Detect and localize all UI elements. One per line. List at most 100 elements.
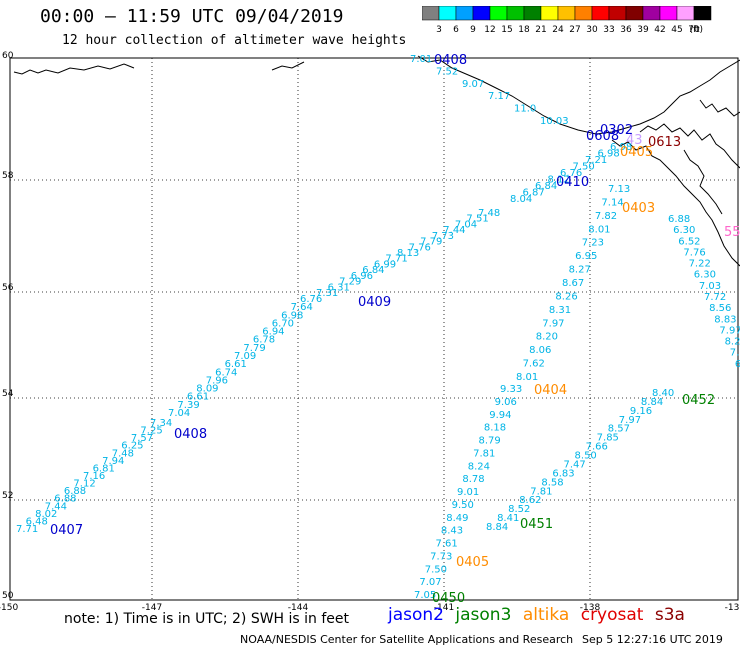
wave-height-value: 7.57 (131, 433, 153, 444)
wave-height-value: 6.95 (575, 251, 597, 262)
wave-height-value: 7.97 (719, 325, 740, 336)
wave-height-value: 8.26 (555, 291, 577, 302)
wave-height-value: 6.52 (678, 236, 700, 247)
wave-height-value: 7.48 (478, 208, 500, 219)
wave-height-value: 11.0 (514, 104, 536, 115)
wave-height-value: 7.23 (582, 238, 604, 249)
wave-height-value: 7.01 (410, 54, 432, 65)
wave-height-value: 7.85 (597, 433, 619, 444)
wave-height-value: 7.79 (243, 343, 265, 354)
legend-altika: altika (522, 605, 570, 625)
legend-jason2: jason2 (388, 605, 444, 625)
wave-height-value: 6.78 (253, 335, 275, 346)
lat-tick-label: 52 (2, 491, 13, 501)
wave-height-value: 6.84 (362, 265, 384, 276)
wave-height-value: 6.76 (560, 168, 582, 179)
colorbar-tick-label: 6 (453, 25, 459, 35)
wave-height-value: 6.96 (351, 271, 373, 282)
wave-height-value: 7.16 (83, 471, 105, 482)
wave-height-value: 8.04 (510, 194, 532, 205)
wave-height-value: 7.44 (443, 225, 465, 236)
colorbar-tick-label: 30 (586, 25, 598, 35)
pass-time-label: 0403 (622, 201, 655, 216)
wave-height-value: 7.14 (601, 197, 623, 208)
wave-height-value: 8.01 (516, 372, 538, 383)
wave-height-value: 7.73 (430, 551, 452, 562)
wave-height-value: 7.29 (339, 277, 361, 288)
wave-height-value: 8.40 (652, 388, 674, 399)
wave-height-value: 8.24 (468, 461, 490, 472)
pass-time-label: 0410 (556, 175, 589, 190)
wave-height-colorbar: 3 6 9 12 15 18 21 24 27 30 33 36 39 42 45 70(ft) (422, 6, 712, 35)
wave-height-value: 7.81 (473, 448, 495, 459)
wave-height-value: 7.03 (699, 281, 721, 292)
wave-height-value: 7.61 (730, 348, 740, 359)
wave-height-value: 7.50 (573, 162, 595, 173)
wave-height-value: 8.84 (641, 397, 663, 408)
wave-height-value: 7.34 (150, 418, 172, 429)
map-title: 00:00 – 11:59 UTC 09/04/2019 (40, 6, 344, 27)
wave-height-value: 9.16 (630, 406, 652, 417)
wave-height-value: 6.48 (26, 516, 48, 527)
pass-time-label: 0302 (600, 123, 633, 138)
wave-height-value: 8.27 (569, 265, 591, 276)
colorbar-tick-label: 24 (552, 25, 564, 35)
wave-height-value: 7.66 (586, 442, 608, 453)
wave-height-value: 7.76 (683, 247, 705, 258)
wave-height-value: 6.30 (673, 225, 695, 236)
pass-time-label: 43 (626, 133, 643, 148)
colorbar-tick-label: 12 (484, 25, 495, 35)
colorbar-tick-label: 33 (603, 25, 614, 35)
wave-height-value: 6.70 (272, 318, 294, 329)
wave-height-value: 8.84 (486, 522, 508, 533)
wave-height-value: 8.52 (508, 504, 530, 515)
wave-height-value: 7.31 (316, 288, 338, 299)
wave-height-value: 7.97 (619, 415, 641, 426)
lat-tick-label: 54 (2, 389, 14, 399)
wave-height-value: 8.58 (541, 477, 563, 488)
colorbar-swatch (693, 6, 712, 21)
wave-height-value: 10.03 (540, 116, 569, 127)
wave-height-value: 9.33 (500, 384, 522, 395)
colorbar-tick-label: 9 (470, 25, 476, 35)
wave-height-value: 8.78 (462, 474, 484, 485)
wave-height-value: 7.73 (432, 231, 454, 242)
lat-lon-grid: -150 -147 -144 -141 -138 -13 60 58 56 54 52 50 (0, 51, 739, 610)
colorbar-tick-label: 21 (535, 25, 546, 35)
wave-height-value: 7.71 (16, 524, 38, 535)
wave-height-value: 8.49 (446, 513, 468, 524)
wave-height-value: 6.61 (187, 392, 209, 403)
pass-time-label: 0452 (682, 393, 715, 408)
pass-time-label: 0408 (174, 427, 207, 442)
colorbar-tick-label: 15 (501, 25, 512, 35)
legend-s3a: s3a (654, 605, 685, 625)
wave-height-value: 8.83 (714, 314, 736, 325)
wave-height-value: 7.94 (102, 456, 124, 467)
wave-height-value: 6.84 (535, 181, 557, 192)
wave-height-value: 8.62 (519, 495, 541, 506)
altimeter-map[interactable]: -150 -147 -144 -141 -138 -13 60 58 56 54 52 50 7.71… (0, 0, 740, 610)
wave-height-value: 7.79 (420, 237, 442, 248)
wave-height-value: 6.88 (54, 494, 76, 505)
wave-height-value: 7.71 (385, 254, 407, 265)
wave-height-value: 7.51 (466, 214, 488, 225)
lon-tick-label: -138 (580, 603, 601, 610)
wave-height-value: 6.99 (374, 259, 396, 270)
wave-height-value: 8.06 (529, 345, 551, 356)
wave-height-value: 7.47 (563, 459, 585, 470)
wave-height-value: 6.31 (328, 282, 350, 293)
footer-note: note: 1) Time is in UTC; 2) SWH is in fe… (64, 611, 350, 627)
altimeter-tracks: 7.716.488.027.446.886.887.127.166.817.94… (16, 54, 740, 601)
satellite-legend: jason2 jason3 altika cryosat s3a (388, 605, 691, 625)
wave-height-value: 6.25 (121, 441, 143, 452)
wave-height-value: 6.87 (523, 188, 545, 199)
lat-tick-label: 60 (2, 51, 14, 61)
lon-tick-label: -150 (0, 603, 18, 610)
wave-height-value: 9.06 (495, 397, 517, 408)
wave-height-value: 7.07 (419, 577, 441, 588)
wave-height-value: 7.61 (436, 539, 458, 550)
wave-height-value: 7.96 (206, 375, 228, 386)
wave-height-value: 7.72 (704, 292, 726, 303)
wave-height-value: 7.21 (585, 155, 607, 166)
wave-height-value: 8.56 (709, 303, 731, 314)
